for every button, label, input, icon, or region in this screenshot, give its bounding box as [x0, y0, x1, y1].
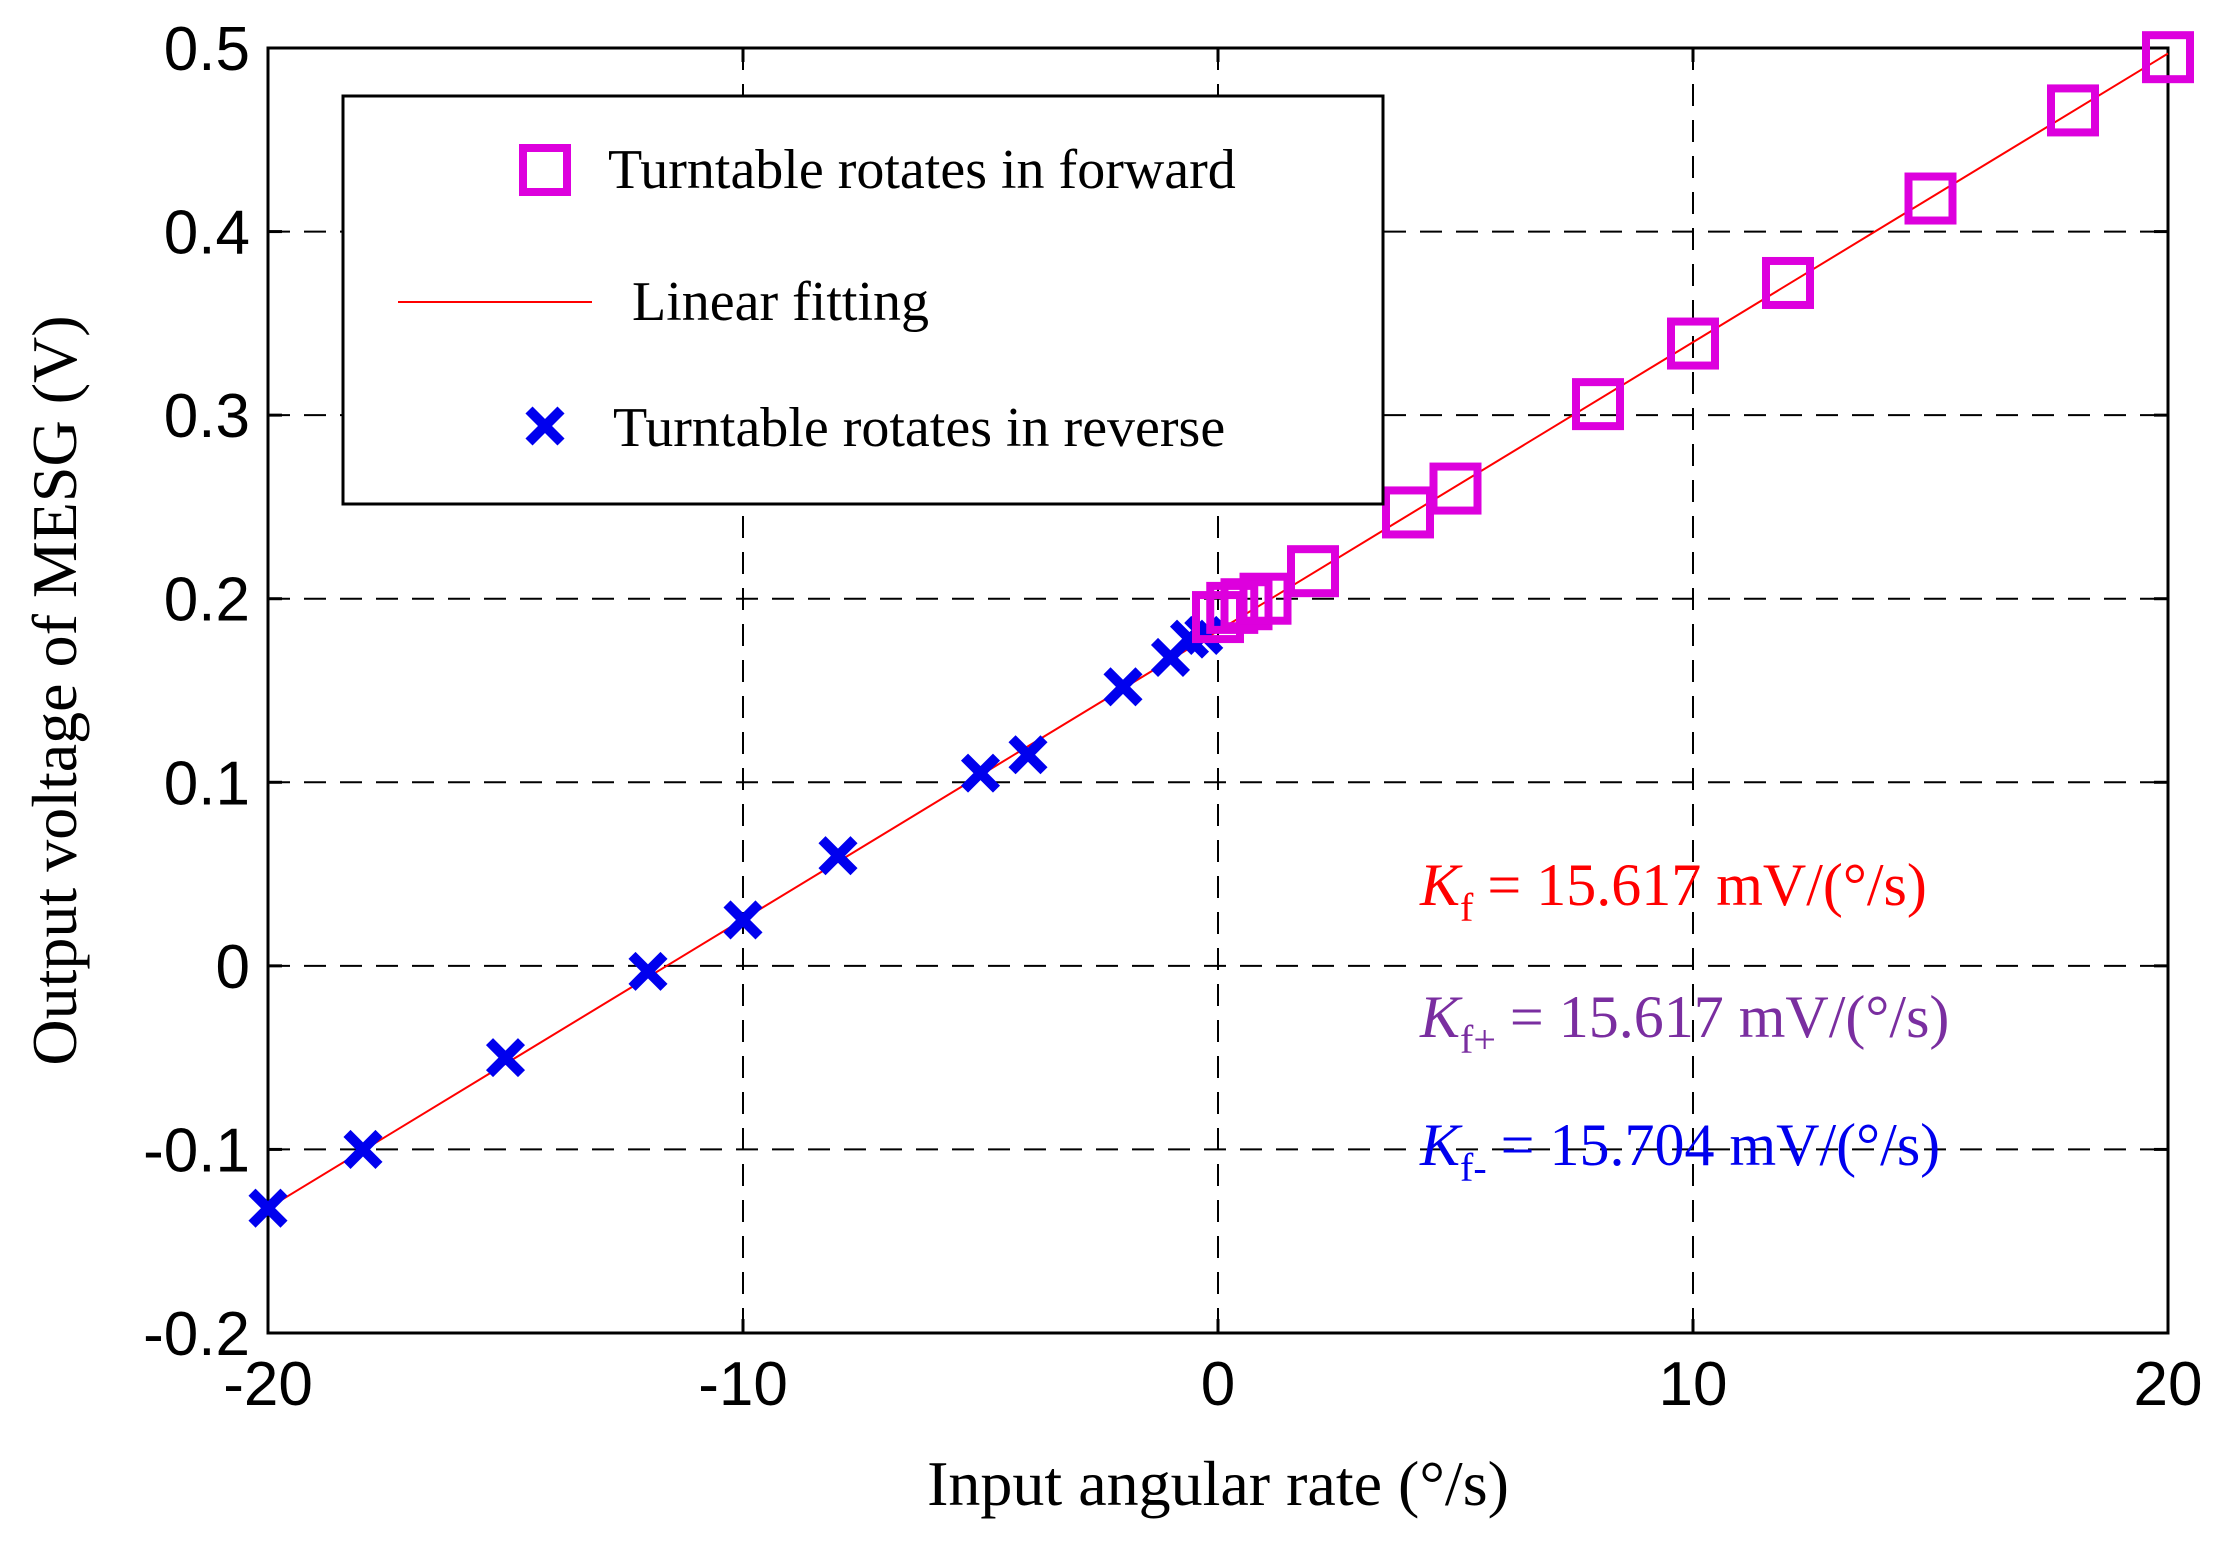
y-tick-label: -0.2	[143, 1300, 250, 1369]
annotation-kf: Kf = 15.617 mV/(°/s)	[1419, 852, 1927, 930]
annotation-kf-plus-subscript: f+	[1460, 1017, 1496, 1062]
x-tick-label: 20	[2134, 1350, 2203, 1419]
forward-data-point	[1762, 256, 1814, 309]
reverse-data-point	[485, 1038, 526, 1078]
forward-data-point	[1572, 378, 1624, 431]
reverse-data-point	[248, 1188, 288, 1228]
reverse-data-point-stroke	[628, 951, 668, 991]
legend-x-marker-icon	[525, 406, 565, 446]
annotation-kf-minus-symbol: K	[1419, 1112, 1463, 1178]
legend-square-marker	[519, 144, 571, 196]
reverse-data-point	[723, 900, 763, 940]
annotation-kf-minus: Kf- = 15.704 mV/(°/s)	[1419, 1112, 1940, 1190]
x-tick-label: 10	[1659, 1350, 1728, 1419]
x-tick-label: -10	[698, 1350, 788, 1419]
forward-data-point	[2142, 31, 2194, 84]
annotation-kf-plus: Kf+ = 15.617 mV/(°/s)	[1419, 984, 1949, 1062]
annotation-kf-subscript: f	[1460, 885, 1474, 930]
reverse-data-point	[818, 836, 858, 876]
annotation-kf-plus-symbol: K	[1419, 984, 1463, 1050]
legend-square-marker-icon	[519, 144, 571, 196]
reverse-data-point-stroke	[343, 1129, 383, 1169]
legend: Turntable rotates in forward Linear fitt…	[341, 94, 1385, 506]
x-axis-title: Input angular rate (°/s)	[927, 1448, 1509, 1519]
x-tick-label: 0	[1201, 1350, 1235, 1419]
reverse-data-point-stroke	[1008, 735, 1048, 775]
y-tick-label: 0.4	[164, 199, 250, 268]
y-tick-label: 0	[216, 933, 250, 1002]
y-axis-title: Output voltage of MESG (V)	[19, 315, 90, 1065]
axis-ticks: -20 -10 0 10 20 -0.2 -0.1 0 0.1 0.2 0.3 0.4 0.5	[143, 15, 2202, 1419]
legend-box	[341, 94, 1385, 506]
annotation-kf-minus-value: = 15.704 mV/(°/s)	[1501, 1112, 1940, 1178]
reverse-data-point	[343, 1129, 383, 1169]
y-tick-label: -0.1	[143, 1116, 250, 1185]
y-tick-label: 0.2	[164, 566, 250, 635]
y-tick-label: 0.5	[164, 15, 250, 84]
reverse-data-point	[1103, 667, 1143, 707]
reverse-data-point-stroke	[723, 900, 763, 940]
y-tick-label: 0.3	[164, 382, 250, 451]
reverse-data-point-stroke	[1103, 667, 1143, 707]
reverse-data-point	[1008, 735, 1048, 775]
legend-label-linear-fitting: Linear fitting	[632, 271, 929, 333]
forward-data-point	[2047, 84, 2099, 137]
reverse-data-point-stroke	[960, 753, 1001, 793]
annotation-kf-plus-value: = 15.617 mV/(°/s)	[1510, 984, 1949, 1050]
data-markers	[248, 31, 2194, 1228]
sensitivity-annotations: Kf = 15.617 mV/(°/s) Kf+ = 15.617 mV/(°/s)…	[1419, 852, 1949, 1190]
annotation-kf-minus-subscript: f-	[1460, 1145, 1487, 1190]
reverse-data-point	[628, 951, 668, 991]
legend-label-forward: Turntable rotates in forward	[608, 139, 1236, 201]
forward-data-point	[1667, 317, 1719, 370]
x-tick-label: -20	[223, 1350, 313, 1419]
annotation-kf-symbol: K	[1419, 852, 1463, 918]
legend-x-marker	[525, 406, 565, 446]
forward-data-point	[1239, 572, 1292, 625]
reverse-data-point-stroke	[248, 1188, 288, 1228]
forward-data-point	[1287, 545, 1339, 598]
forward-data-point	[1429, 462, 1482, 515]
reverse-data-point-stroke	[818, 836, 858, 876]
reverse-data-point-stroke	[485, 1038, 526, 1078]
forward-data-point	[1382, 486, 1434, 539]
reverse-data-point	[960, 753, 1001, 793]
forward-data-point	[1904, 172, 1957, 225]
y-tick-label: 0.1	[164, 749, 250, 818]
legend-x-marker-stroke	[525, 406, 565, 446]
legend-label-reverse: Turntable rotates in reverse	[613, 397, 1225, 459]
annotation-kf-value: = 15.617 mV/(°/s)	[1487, 852, 1926, 918]
